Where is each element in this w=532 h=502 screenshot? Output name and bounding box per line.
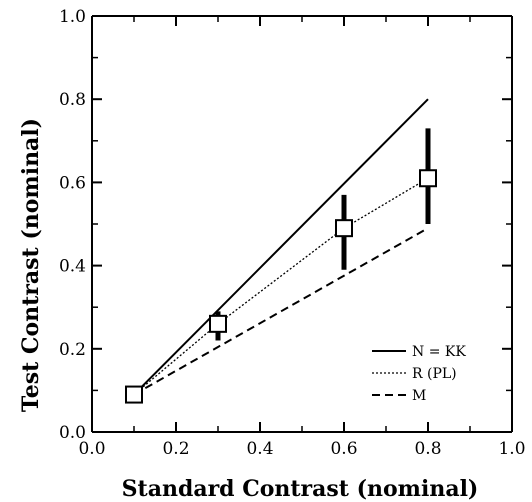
y-ticks: 0.0 0.2 0.4 0.6 0.8 1.0	[59, 7, 512, 443]
marker-layer	[125, 169, 437, 404]
data-point-marker	[125, 385, 143, 404]
x-tick-label: 0.8	[414, 439, 441, 459]
legend: N = KK R (PL) M	[372, 344, 466, 404]
x-axis-title: Standard Contrast (nominal)	[122, 476, 479, 502]
legend-label: R (PL)	[412, 366, 457, 382]
x-tick-label: 0.4	[246, 439, 273, 459]
x-ticks: 0.0 0.2 0.4 0.6 0.8 1.0	[78, 16, 526, 459]
x-tick-label: 0.0	[78, 439, 105, 459]
y-tick-label: 0.8	[59, 90, 86, 110]
series-layer	[133, 98, 429, 396]
legend-label: M	[412, 388, 426, 404]
y-tick-label: 0.2	[59, 340, 86, 360]
y-tick-label: 1.0	[59, 7, 86, 27]
data-point-marker	[419, 169, 437, 188]
y-tick-label: 0.4	[59, 257, 86, 277]
data-point-marker	[209, 314, 227, 333]
series-line	[133, 227, 429, 396]
series-line	[133, 98, 429, 396]
data-point-marker	[335, 219, 353, 238]
y-axis-title: Test Contrast (nominal)	[18, 118, 44, 412]
legend-label: N = KK	[412, 344, 466, 360]
x-tick-label: 0.2	[162, 439, 189, 459]
x-tick-label: 1.0	[498, 439, 525, 459]
plot-area: 0.0 0.2 0.4 0.6 0.8 1.0 0.0 0.2 0.4 0.6 0.8 1.0 N …	[59, 7, 526, 459]
y-tick-label: 0.6	[59, 173, 86, 193]
x-tick-label: 0.6	[330, 439, 357, 459]
y-tick-label: 0.0	[59, 423, 86, 443]
series-line	[133, 177, 429, 396]
